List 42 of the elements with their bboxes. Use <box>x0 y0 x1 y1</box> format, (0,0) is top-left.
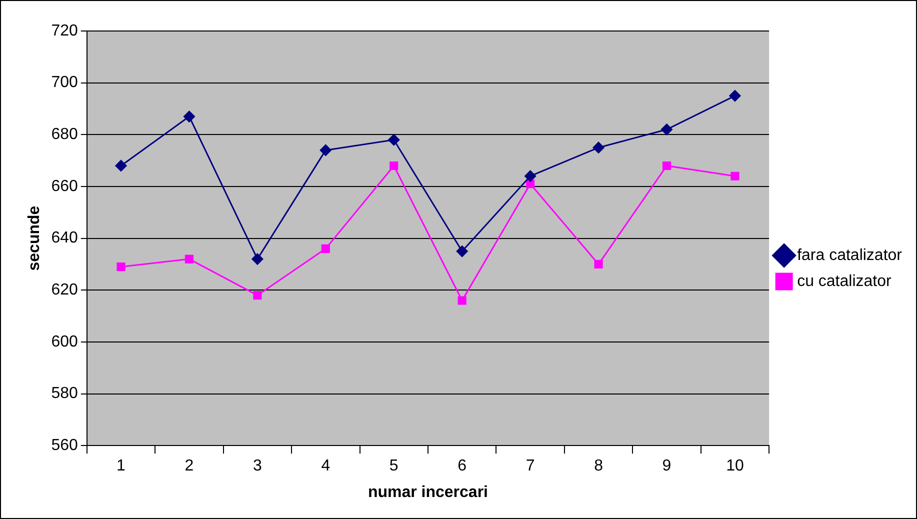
legend-label: fara catalizator <box>797 246 903 264</box>
x-tick-label: 5 <box>389 458 398 475</box>
point <box>592 142 604 154</box>
y-tick-label: 660 <box>51 178 78 195</box>
point <box>253 291 262 300</box>
y-tick-label: 620 <box>51 282 78 299</box>
point <box>594 260 603 268</box>
point <box>184 254 194 264</box>
y-tick-label: 640 <box>51 230 78 247</box>
x-tick-label: 2 <box>184 458 194 475</box>
point <box>729 90 741 102</box>
y-tick-label: 600 <box>51 333 78 350</box>
x-axis-title: numar incercari <box>368 484 488 501</box>
y-tick-label: 700 <box>51 74 78 92</box>
y-tick-label: 560 <box>51 437 78 454</box>
point <box>456 246 468 258</box>
x-tick-label: 3 <box>252 458 262 475</box>
point <box>524 170 536 182</box>
x-tick-label: 7 <box>526 458 535 475</box>
x-tick-label: 1 <box>116 458 126 475</box>
point <box>388 134 400 146</box>
point <box>116 262 126 272</box>
point <box>458 296 466 305</box>
x-tick-label: 9 <box>662 458 672 475</box>
y-axis-title: secunde <box>26 206 44 271</box>
point <box>115 160 127 172</box>
legend-label: cu catalizator <box>797 272 892 290</box>
point <box>321 244 330 253</box>
y-tick-label: 580 <box>51 385 78 402</box>
x-tick-label: 4 <box>321 458 330 475</box>
y-tick-label: 720 <box>51 22 78 40</box>
point <box>183 110 195 122</box>
y-tick-label: 680 <box>51 126 78 144</box>
x-tick-label: 6 <box>458 458 467 475</box>
point <box>660 124 672 136</box>
x-tick-label: 8 <box>594 458 604 475</box>
point <box>320 144 332 156</box>
point <box>730 172 740 180</box>
point <box>662 161 672 170</box>
x-tick-label: 10 <box>726 458 744 475</box>
point <box>252 253 264 265</box>
point <box>390 161 398 170</box>
